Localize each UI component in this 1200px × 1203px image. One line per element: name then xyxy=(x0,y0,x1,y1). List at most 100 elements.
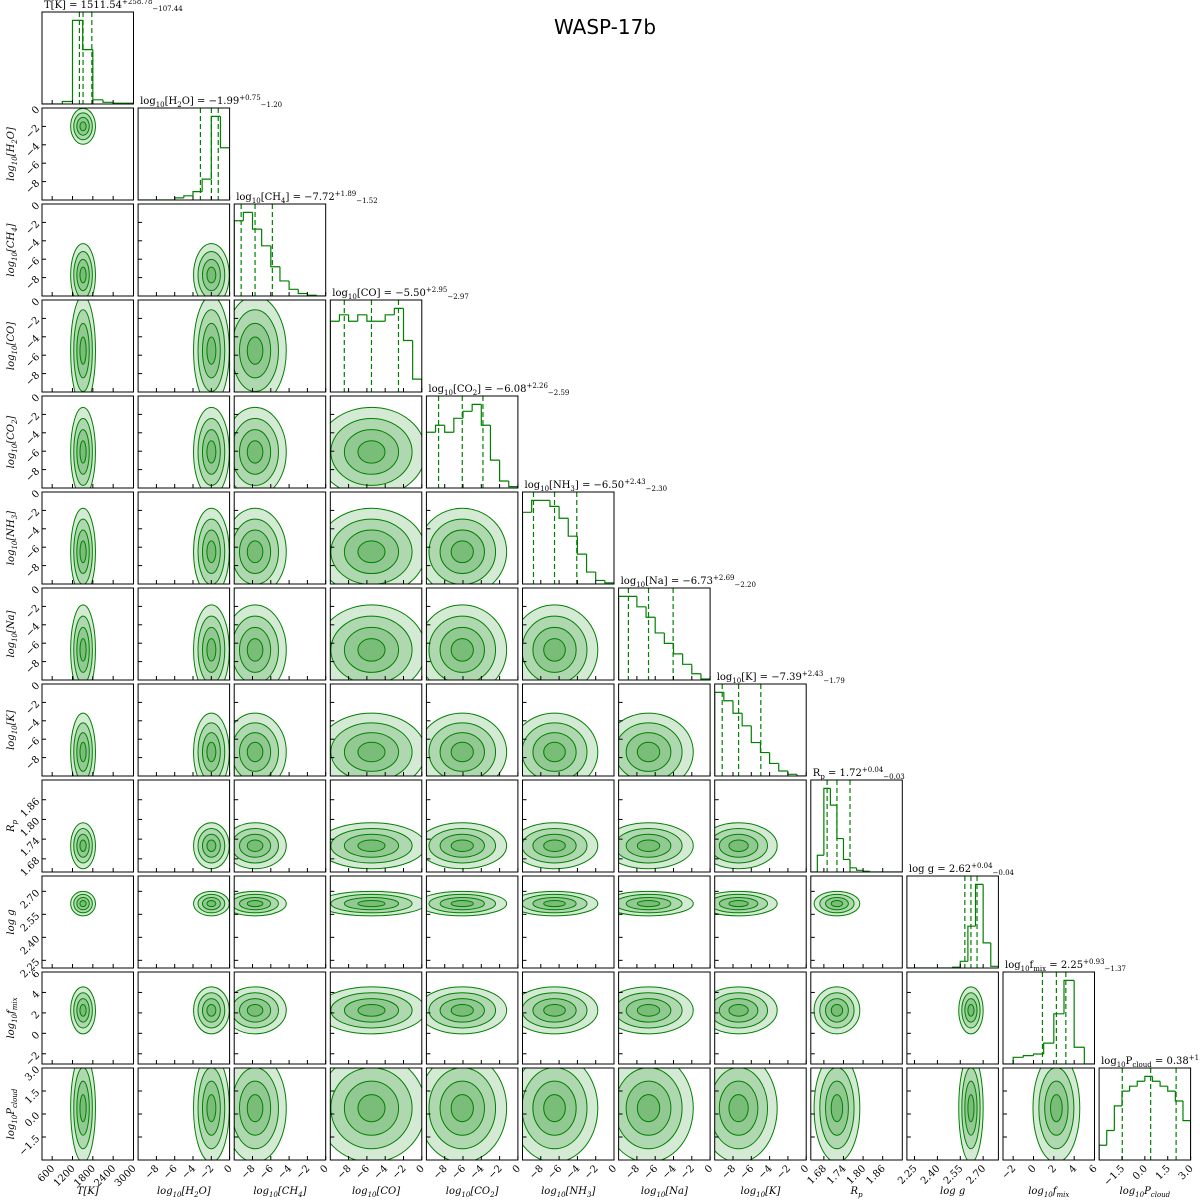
density-contour xyxy=(76,529,90,575)
histogram-bin xyxy=(1099,1144,1107,1160)
density-contour xyxy=(543,638,566,662)
density-contour xyxy=(714,822,778,870)
y-tick-label: −6 xyxy=(24,160,42,178)
panel-frame xyxy=(329,395,423,489)
density-contour xyxy=(522,604,599,680)
density-contour xyxy=(206,839,217,852)
panel-frame xyxy=(425,587,519,681)
y-tick-label: −6 xyxy=(24,736,42,754)
density-contour xyxy=(206,638,217,662)
density-contour xyxy=(1032,1068,1081,1160)
x-tick-label: −6 xyxy=(546,1163,564,1181)
histogram-bin xyxy=(315,295,326,296)
histogram-bin xyxy=(288,280,299,290)
panel-frame xyxy=(41,395,134,489)
density-contour xyxy=(450,1094,474,1123)
x-tick-label: 4 xyxy=(1067,1163,1079,1175)
panel-frame xyxy=(233,1067,327,1161)
panel-frame xyxy=(522,491,615,585)
density-contour xyxy=(76,258,90,292)
panel xyxy=(234,406,287,488)
panel xyxy=(618,890,694,917)
x-tick-label: −2 xyxy=(390,1163,408,1181)
panel-frame xyxy=(41,1067,134,1161)
histogram-bin xyxy=(1159,1081,1168,1087)
histogram-bin xyxy=(576,536,587,555)
density-contour xyxy=(450,839,474,852)
panel xyxy=(813,890,861,917)
x-tick-label: −6 xyxy=(738,1163,756,1181)
histogram-bin xyxy=(192,191,203,196)
histogram-bin xyxy=(682,653,692,665)
panel-title: log10[Na] = −6.73+2.69−2.20 xyxy=(621,574,756,589)
histogram-bin xyxy=(357,314,367,322)
density-contour xyxy=(76,1080,90,1136)
histogram-bin xyxy=(778,763,788,772)
density-contour xyxy=(201,833,221,858)
y-tick-label: 1.80 xyxy=(19,816,43,840)
density-contour xyxy=(330,712,422,776)
density-contour xyxy=(718,833,759,858)
density-contour xyxy=(625,833,672,858)
histogram-bin xyxy=(61,100,73,104)
x-tick-label: −1.5 xyxy=(1102,1163,1127,1188)
density-contour xyxy=(246,900,264,908)
panel xyxy=(70,108,96,145)
x-tick-label: 0 xyxy=(222,1163,234,1175)
density-contour xyxy=(428,893,497,914)
density-contour xyxy=(439,896,485,911)
density-contour xyxy=(426,712,508,776)
density-contour xyxy=(70,890,96,917)
panel xyxy=(193,822,230,870)
density-contour xyxy=(428,992,497,1029)
histogram-bin xyxy=(967,925,976,962)
panel xyxy=(330,604,422,680)
density-contour xyxy=(343,529,400,575)
density-contour xyxy=(79,540,87,564)
density-contour xyxy=(522,722,588,776)
histogram-bin xyxy=(71,19,83,102)
x-axis-label: log10[CO] xyxy=(352,1186,400,1199)
panel xyxy=(70,890,96,917)
panel-frame xyxy=(425,971,519,1065)
x-tick-label: 2.70 xyxy=(965,1163,989,1187)
density-contour xyxy=(73,417,93,486)
panel-frame xyxy=(425,875,519,969)
density-contour xyxy=(522,1068,588,1150)
panel xyxy=(193,1068,230,1160)
x-tick-label: −2 xyxy=(198,1163,216,1181)
panel xyxy=(193,243,230,296)
density-contour xyxy=(522,827,588,864)
density-contour xyxy=(1050,1094,1063,1123)
panel xyxy=(193,507,230,584)
density-contour xyxy=(714,1068,769,1150)
density-contour xyxy=(234,300,287,392)
density-contour xyxy=(330,992,413,1029)
density-contour xyxy=(728,900,749,908)
x-tick-label: −2 xyxy=(775,1163,793,1181)
y-tick-label: −8 xyxy=(24,178,42,196)
density-contour xyxy=(197,722,226,776)
y-axis-label: log g xyxy=(6,909,17,934)
x-tick-label: −2 xyxy=(294,1163,312,1181)
histogram-bin xyxy=(691,664,701,675)
panel xyxy=(330,712,422,776)
density-contour xyxy=(79,1094,87,1123)
density-contour xyxy=(238,896,272,911)
histogram-bin xyxy=(1182,1100,1191,1160)
panel-frame xyxy=(233,299,327,393)
histogram-bin xyxy=(522,511,532,584)
histogram-bin xyxy=(338,314,349,322)
x-tick-label: −8 xyxy=(720,1163,738,1181)
histogram-bin xyxy=(663,632,674,645)
density-contour xyxy=(439,998,485,1023)
y-tick-label: −2 xyxy=(24,699,42,717)
x-tick-label: 1.5 xyxy=(1154,1163,1173,1182)
x-tick-label: −6 xyxy=(642,1163,660,1181)
panel-frame xyxy=(137,683,231,777)
density-contour xyxy=(718,896,759,911)
y-tick-label: 3.0 xyxy=(23,1064,42,1083)
histogram-bin xyxy=(183,195,193,198)
panel-frame xyxy=(41,875,134,969)
panel-frame xyxy=(906,971,999,1065)
